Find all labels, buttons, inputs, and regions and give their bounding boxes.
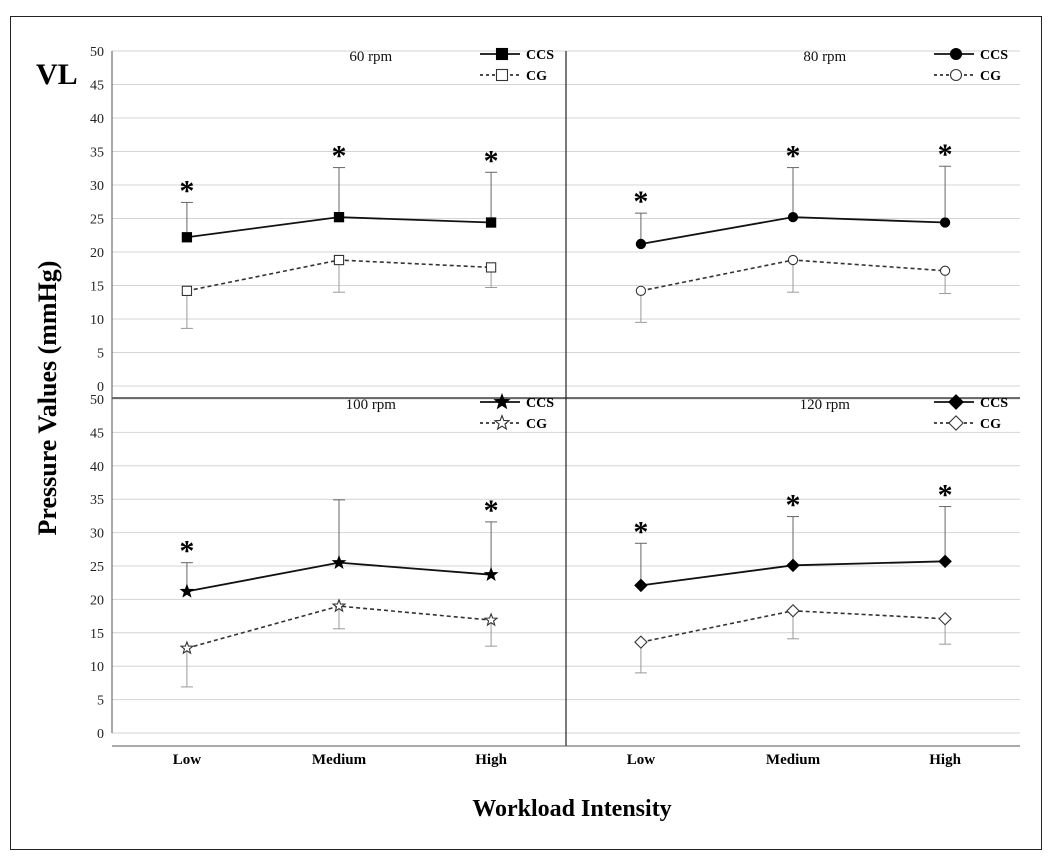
data-point-ccs [483,566,499,581]
panel-tag: VL [36,58,78,91]
data-point-ccs [181,232,193,243]
data-point-cg [786,603,800,618]
data-point-cg [634,635,648,649]
data-point-ccs [786,558,800,573]
y-tick-label: 45 [90,426,104,441]
significance-marker: * [633,185,648,218]
significance-marker: * [484,494,499,527]
data-point-ccs [938,554,952,569]
x-tick-label: High [475,752,507,768]
y-tick-label: 0 [97,380,104,395]
data-point-cg [331,598,347,613]
x-tick-label: High [929,752,961,768]
data-point-ccs [634,578,648,593]
legend-label: CCS [526,48,554,63]
significance-marker: * [938,138,953,171]
figure-frame [10,16,1042,850]
legend-label: CG [980,417,1001,432]
legend-marker [495,47,509,61]
y-tick-label: 15 [90,627,104,642]
legend-label: CCS [980,396,1008,411]
x-tick-label: Medium [766,752,821,768]
y-tick-label: 50 [90,393,104,408]
panel-title: 80 rpm [803,49,846,65]
x-tick-label: Low [627,752,656,768]
data-point-ccs [333,212,345,223]
data-point-cg [787,254,799,266]
data-point-cg [635,285,647,297]
y-tick-label: 50 [90,45,104,60]
y-tick-label: 0 [97,727,104,742]
legend-label: CG [526,69,547,84]
legend-marker [493,392,511,410]
significance-marker: * [179,535,194,568]
significance-marker: * [332,140,347,173]
y-tick-label: 35 [90,493,104,508]
y-tick-label: 30 [90,179,104,194]
panel-title: 120 rpm [800,397,851,413]
y-tick-label: 35 [90,146,104,161]
data-point-cg [181,285,193,297]
significance-marker: * [786,140,801,173]
data-point-ccs [787,212,799,223]
legend-marker [949,47,963,61]
significance-marker: * [484,144,499,177]
panel-title: 100 rpm [346,397,397,413]
y-tick-label: 5 [97,694,104,709]
series-line-ccs [186,561,492,593]
panel-title: 60 rpm [349,49,392,65]
data-point-ccs [635,238,647,250]
legend-label: CCS [980,48,1008,63]
data-point-cg [179,640,195,655]
y-tick-label: 30 [90,527,104,542]
significance-marker: * [938,479,953,512]
legend-marker [948,415,964,431]
data-point-ccs [485,217,497,228]
significance-marker: * [633,515,648,548]
data-point-cg [485,262,497,273]
x-axis-title: Workload Intensity [472,796,671,822]
y-tick-label: 40 [90,460,104,475]
data-point-cg [333,254,345,266]
legend-label: CG [526,417,547,432]
data-point-cg [939,265,951,276]
legend-label: CCS [526,396,554,411]
data-point-ccs [331,554,347,569]
y-tick-label: 40 [90,112,104,127]
x-tick-label: Low [173,752,202,768]
data-point-cg [938,612,952,626]
y-tick-label: 45 [90,79,104,94]
significance-marker: * [179,174,194,207]
y-tick-label: 25 [90,560,104,575]
legend-marker [949,68,963,82]
legend-marker [948,394,964,410]
y-tick-label: 15 [90,280,104,295]
y-tick-label: 5 [97,347,104,362]
legend-marker [493,413,511,431]
data-point-cg [483,612,499,627]
y-tick-label: 20 [90,246,104,261]
y-tick-label: 10 [90,660,104,675]
y-tick-label: 10 [90,313,104,328]
y-axis-title: Pressure Values (mmHg) [33,261,62,536]
significance-marker: * [786,489,801,522]
legend-label: CG [980,69,1001,84]
y-tick-label: 25 [90,213,104,228]
y-tick-label: 20 [90,593,104,608]
data-point-ccs [179,583,195,598]
legend-marker [495,68,509,82]
x-tick-label: Medium [312,752,367,768]
data-point-ccs [939,217,951,228]
